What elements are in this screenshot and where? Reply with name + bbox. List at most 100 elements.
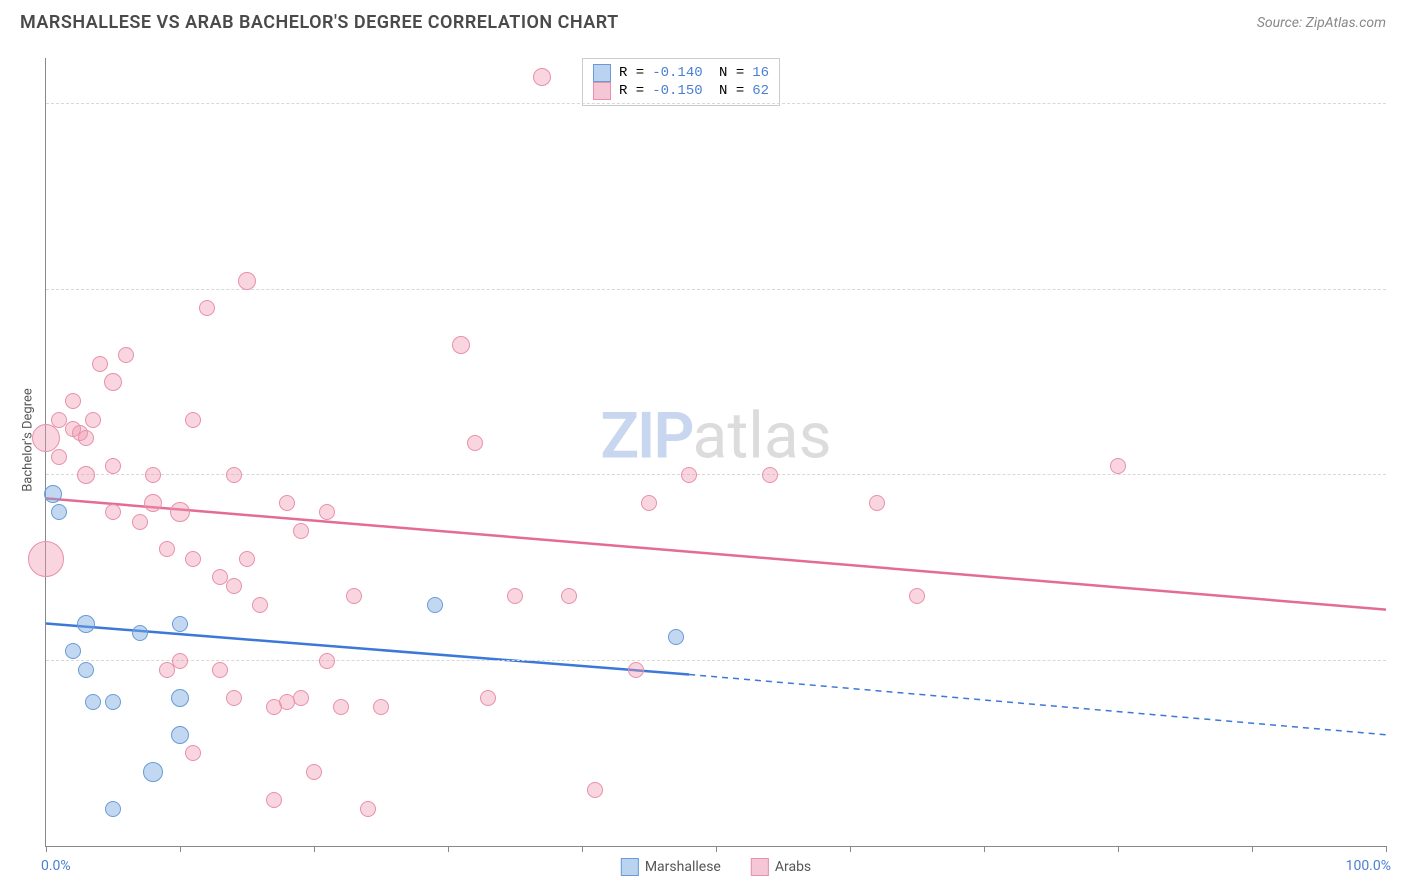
data-point (199, 300, 215, 316)
data-point (171, 726, 189, 744)
series-legend-item-1: Arabs (751, 858, 811, 876)
data-point (533, 68, 551, 86)
series-swatch-0 (621, 858, 639, 876)
data-point (132, 514, 148, 530)
data-point (467, 435, 483, 451)
data-point (172, 653, 188, 669)
x-tick (46, 846, 47, 852)
legend-r-label: R = (619, 83, 644, 99)
data-point (144, 494, 162, 512)
data-point (145, 467, 161, 483)
data-point (85, 694, 101, 710)
legend-r-label: R = (619, 65, 644, 81)
data-point (239, 551, 255, 567)
data-point (1110, 458, 1126, 474)
data-point (346, 588, 362, 604)
data-point (170, 502, 190, 522)
data-point (172, 616, 188, 632)
y-tick-label: 60.0% (1393, 266, 1406, 282)
data-point (78, 430, 94, 446)
data-point (319, 504, 335, 520)
series-swatch-1 (751, 858, 769, 876)
x-axis-min-label: 0.0% (41, 858, 71, 874)
data-point (681, 467, 697, 483)
data-point (65, 643, 81, 659)
data-point (105, 458, 121, 474)
series-label-1: Arabs (775, 859, 811, 875)
data-point (159, 541, 175, 557)
y-tick-label: 20.0% (1393, 637, 1406, 653)
data-point (319, 653, 335, 669)
data-point (44, 485, 62, 503)
data-point (185, 551, 201, 567)
x-tick (314, 846, 315, 852)
data-point (507, 588, 523, 604)
data-point (452, 336, 470, 354)
x-tick (1386, 846, 1387, 852)
data-point (226, 467, 242, 483)
x-tick (448, 846, 449, 852)
data-point (373, 699, 389, 715)
legend-swatch-1 (593, 82, 611, 100)
chart-source: Source: ZipAtlas.com (1257, 15, 1386, 31)
data-point (762, 467, 778, 483)
trend-lines (46, 58, 1386, 846)
data-point (226, 690, 242, 706)
data-point (105, 504, 121, 520)
data-point (333, 699, 349, 715)
x-tick (850, 846, 851, 852)
data-point (869, 495, 885, 511)
data-point (293, 690, 309, 706)
watermark: ZIPatlas (600, 399, 831, 474)
data-point (77, 615, 95, 633)
data-point (143, 762, 163, 782)
series-label-0: Marshallese (645, 859, 721, 875)
data-point (226, 578, 242, 594)
data-point (293, 523, 309, 539)
watermark-zip: ZIP (600, 399, 692, 474)
data-point (480, 690, 496, 706)
data-point (561, 588, 577, 604)
data-point (279, 495, 295, 511)
data-point (306, 764, 322, 780)
data-point (51, 504, 67, 520)
data-point (427, 597, 443, 613)
x-tick (582, 846, 583, 852)
data-point (132, 625, 148, 641)
series-legend-item-0: Marshallese (621, 858, 721, 876)
x-axis-max-label: 100.0% (1346, 858, 1391, 874)
chart-title: MARSHALLESE VS ARAB BACHELOR'S DEGREE CO… (20, 12, 619, 33)
legend-n-value-1: 62 (752, 83, 769, 99)
legend-n-label: N = (711, 83, 745, 99)
data-point (77, 466, 95, 484)
legend-row-0: R = -0.140 N = 16 (593, 64, 769, 82)
watermark-atlas: atlas (693, 399, 832, 474)
data-point (628, 662, 644, 678)
correlation-legend: R = -0.140 N = 16 R = -0.150 N = 62 (582, 58, 780, 106)
legend-row-1: R = -0.150 N = 62 (593, 82, 769, 100)
legend-n-label: N = (711, 65, 745, 81)
gridline (46, 660, 1386, 661)
data-point (85, 412, 101, 428)
data-point (668, 629, 684, 645)
data-point (118, 347, 134, 363)
data-point (185, 412, 201, 428)
data-point (51, 449, 67, 465)
x-tick (1252, 846, 1253, 852)
chart-header: MARSHALLESE VS ARAB BACHELOR'S DEGREE CO… (0, 0, 1406, 41)
plot-area: ZIPatlas R = -0.140 N = 16 R = -0.150 N … (45, 58, 1386, 847)
data-point (909, 588, 925, 604)
data-point (587, 782, 603, 798)
gridline (46, 103, 1386, 104)
data-point (92, 356, 108, 372)
data-point (212, 662, 228, 678)
data-point (252, 597, 268, 613)
data-point (32, 424, 60, 452)
legend-n-value-0: 16 (752, 65, 769, 81)
data-point (28, 541, 64, 577)
data-point (104, 373, 122, 391)
legend-swatch-0 (593, 64, 611, 82)
gridline (46, 474, 1386, 475)
chart-area: ZIPatlas R = -0.140 N = 16 R = -0.150 N … (45, 58, 1386, 847)
data-point (171, 689, 189, 707)
